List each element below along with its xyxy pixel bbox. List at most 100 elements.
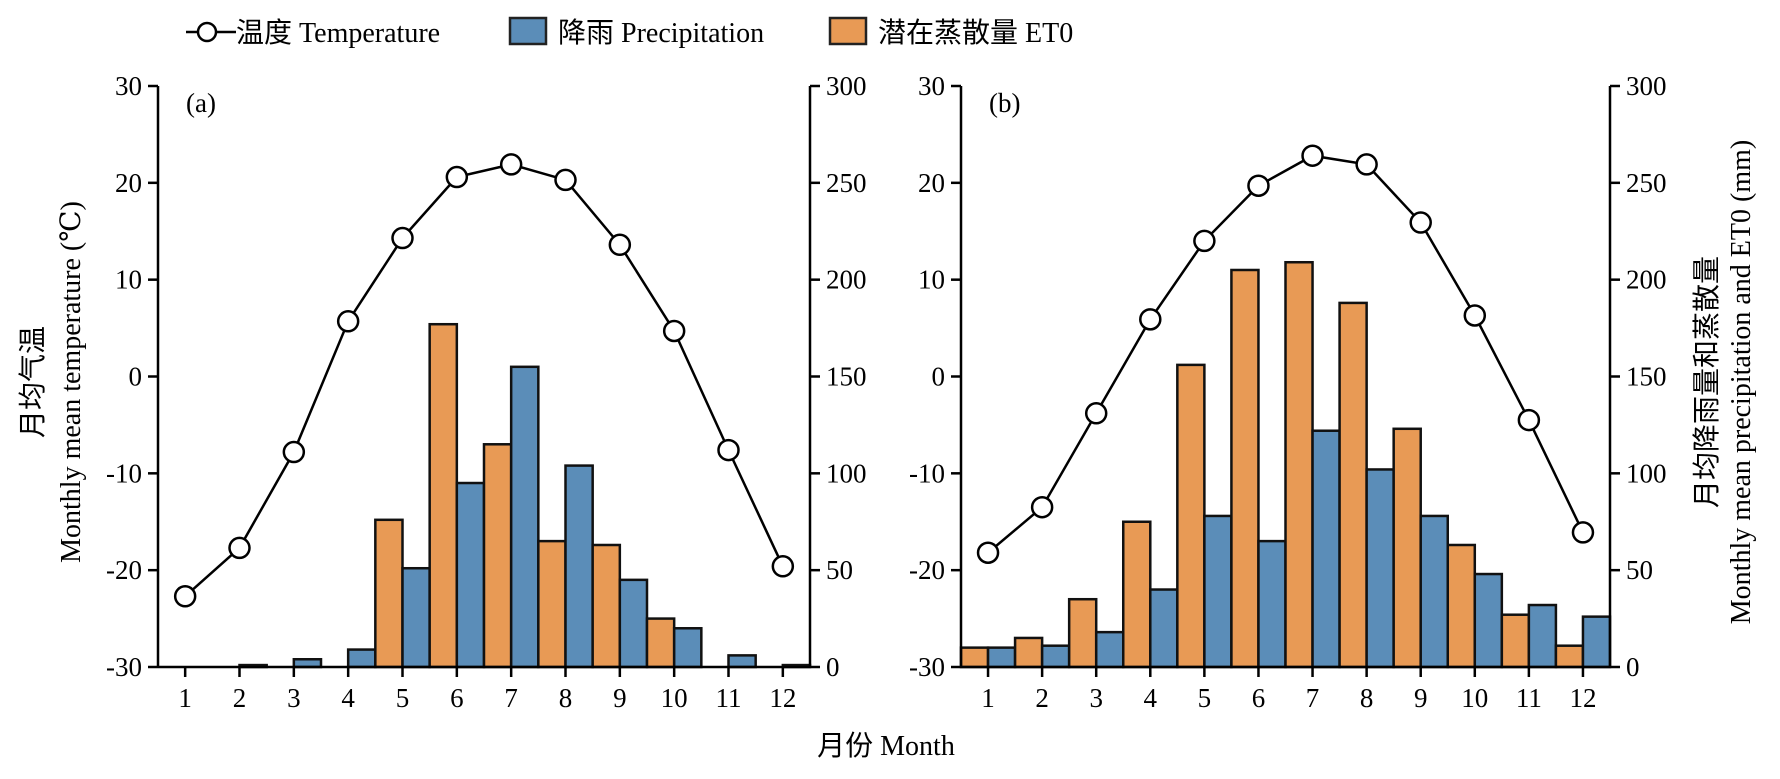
right-axis-title-en: Monthly mean precipitation and ET0 (mm) bbox=[1726, 140, 1757, 624]
panel-b-temperature-point-1 bbox=[976, 541, 1000, 564]
panel-a-precip-bar-11 bbox=[727, 654, 757, 669]
panel-b-precip-bar-9 bbox=[1419, 514, 1450, 669]
panel-a-precip-bar-7 bbox=[509, 365, 540, 669]
panel-b-et0-bar-5 bbox=[1176, 363, 1206, 669]
legend-precipitation-swatch bbox=[508, 16, 548, 46]
panel-b-x-tick-label-12: 12 bbox=[1569, 683, 1596, 713]
panel-b-precip-bar-12 bbox=[1581, 615, 1612, 669]
panel-b-temperature-point-3 bbox=[1084, 402, 1108, 425]
panel-b-temperature-point-7 bbox=[1301, 144, 1324, 167]
panel-a-x-tick-label-7: 7 bbox=[504, 683, 518, 713]
panel-a-et0-bar-5 bbox=[374, 518, 404, 669]
panel-b-et0-bar-12 bbox=[1554, 644, 1585, 669]
legend-et0-swatch bbox=[828, 16, 868, 46]
panel-b-precip-bar-6 bbox=[1257, 539, 1287, 669]
panel-b-x-tick-label-5: 5 bbox=[1198, 683, 1212, 713]
panel-a-precip-bar-6 bbox=[455, 481, 486, 669]
panel-b-precip-bar-11 bbox=[1527, 603, 1558, 669]
panel-a-temperature-point-7 bbox=[499, 153, 523, 176]
panel-b-left-tick-label-20: 20 bbox=[918, 168, 945, 198]
right-axis-title-cn: 月均降雨量和蒸散量 bbox=[1691, 256, 1723, 508]
panel-a-left-tick-label-0: 0 bbox=[129, 362, 143, 392]
panel-a-right-tick-label-150: 150 bbox=[826, 362, 867, 392]
panel-b-et0-bar-4 bbox=[1122, 520, 1152, 669]
panel-b-left-tick-label-10: 10 bbox=[918, 265, 945, 295]
panel-a-right-tick-label-300: 300 bbox=[826, 71, 867, 101]
panel-a-x-tick-label-2: 2 bbox=[233, 683, 247, 713]
panel-a-x-tick-label-9: 9 bbox=[613, 683, 627, 713]
panel-a-temperature-point-8 bbox=[554, 168, 577, 192]
panel-b-et0-bar-7 bbox=[1284, 260, 1314, 669]
panel-a-et0-bar-10 bbox=[645, 617, 676, 669]
panel-a-x-tick-label-3: 3 bbox=[287, 683, 301, 713]
panel-b-right-tick-label-200: 200 bbox=[1626, 265, 1667, 295]
panel-a-x-tick-label-10: 10 bbox=[661, 683, 688, 713]
panel-b-right-tick-label-0: 0 bbox=[1626, 652, 1640, 682]
panel-a-x-tick-label-8: 8 bbox=[559, 683, 573, 713]
panel-b-et0-bar-6 bbox=[1230, 268, 1260, 669]
panel-a-left-tick-label-20: 20 bbox=[115, 168, 142, 198]
panel-b-right-tick-label-150: 150 bbox=[1626, 362, 1667, 392]
panel-a-right-tick-label-200: 200 bbox=[826, 265, 867, 295]
panel-a-x-tick-label-4: 4 bbox=[341, 683, 355, 713]
panel-a-et0-bar-7 bbox=[482, 443, 513, 669]
panel-a-precip-bar-9 bbox=[618, 578, 649, 669]
panel-b-precip-bar-3 bbox=[1094, 630, 1125, 669]
panel-a-x-tick-label-12: 12 bbox=[769, 683, 796, 713]
panel-a-temperature-point-4 bbox=[336, 310, 360, 333]
panel-b-temperature-point-5 bbox=[1193, 229, 1216, 253]
panel-a-temperature-point-10 bbox=[662, 319, 686, 343]
panel-b-precip-bar-1 bbox=[986, 646, 1017, 669]
panel-b-right-tick-label-250: 250 bbox=[1626, 168, 1667, 198]
panel-b-precip-bar-10 bbox=[1473, 572, 1504, 669]
panel-b-precip-bar-4 bbox=[1149, 588, 1179, 669]
x-axis-title: 月份 Month bbox=[817, 730, 955, 762]
panel-b-x-tick-label-7: 7 bbox=[1306, 683, 1320, 713]
panel-b-temperature-point-6 bbox=[1247, 174, 1270, 197]
panel-b-temperature-point-4 bbox=[1139, 308, 1162, 331]
panel-b-et0-bar-2 bbox=[1013, 636, 1044, 669]
panel-b-precip-bar-7 bbox=[1311, 429, 1341, 669]
panel-b-et0-bar-11 bbox=[1500, 613, 1531, 669]
panel-a-et0-bar-9 bbox=[591, 543, 622, 669]
panel-b-temperature-point-11 bbox=[1517, 408, 1541, 432]
panel-a-label: (a) bbox=[186, 88, 216, 118]
panel-b-x-tick-label-6: 6 bbox=[1252, 683, 1266, 713]
panel-b-et0-bar-1 bbox=[959, 646, 990, 669]
legend: 温度 Temperature 降雨 Precipitation 潜在蒸散量 ET… bbox=[186, 16, 1073, 49]
panel-a-temperature-point-12 bbox=[771, 555, 795, 578]
panel-a-right-tick-label-100: 100 bbox=[826, 458, 867, 488]
panel-b-temperature-point-8 bbox=[1355, 153, 1378, 176]
panel-a-temperature-line bbox=[184, 163, 784, 598]
panel-a-x-tick-label-5: 5 bbox=[396, 683, 410, 713]
panel-a-temperature-point-6 bbox=[445, 165, 469, 189]
panel-a-temperature-point-2 bbox=[228, 536, 251, 560]
legend-et0-label: 潜在蒸散量 ET0 bbox=[878, 17, 1073, 49]
panel-b-et0-bar-3 bbox=[1067, 597, 1098, 669]
panel-b-et0-bar-9 bbox=[1392, 427, 1422, 669]
panel-a-et0-bar-6 bbox=[428, 322, 459, 669]
panel-b-precip-bar-5 bbox=[1203, 514, 1233, 669]
panel-a-temperature-point-5 bbox=[391, 226, 414, 250]
panel-b-right-tick-label-300: 300 bbox=[1626, 71, 1667, 101]
panel-a-precip-bar-4 bbox=[346, 648, 377, 669]
panel-a-temperature-point-1 bbox=[173, 585, 197, 608]
panel-a-temperature-point-11 bbox=[717, 438, 740, 462]
panel-a-left-tick-label-10: 10 bbox=[115, 265, 142, 295]
panel-b-right-tick-label-50: 50 bbox=[1626, 555, 1653, 585]
panel-a-precip-bar-5 bbox=[401, 566, 431, 669]
panel-a-temperature-point-3 bbox=[282, 440, 306, 464]
panel-b-x-tick-label-2: 2 bbox=[1035, 683, 1049, 713]
panel-b-x-tick-label-11: 11 bbox=[1516, 683, 1542, 713]
panel-b-x-tick-label-1: 1 bbox=[981, 683, 995, 713]
panel-b-temperature-point-12 bbox=[1571, 521, 1595, 544]
panel-a-left-tick-label--10: -10 bbox=[106, 458, 142, 488]
legend-precipitation-label: 降雨 Precipitation bbox=[558, 17, 764, 49]
legend-temperature-marker bbox=[196, 21, 218, 43]
panel-b-temperature-point-10 bbox=[1463, 304, 1487, 327]
legend-temperature-label: 温度 Temperature bbox=[236, 17, 440, 49]
panel-b-x-tick-label-9: 9 bbox=[1414, 683, 1428, 713]
panel-a-temperature-point-9 bbox=[608, 233, 632, 257]
